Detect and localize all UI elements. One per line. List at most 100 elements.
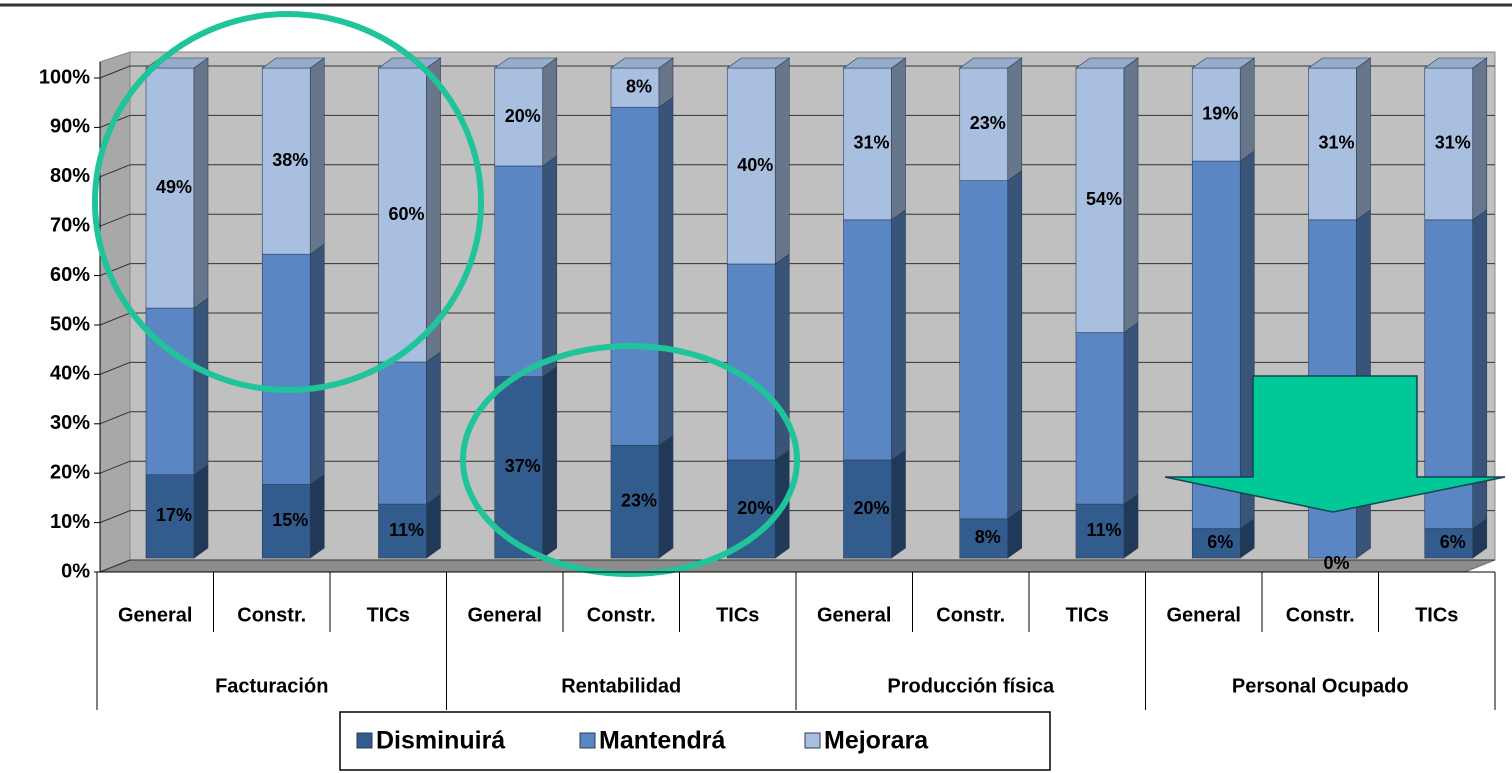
bar-segment	[1424, 67, 1474, 221]
data-label: 8%	[626, 76, 652, 96]
grid-line-side	[99, 65, 131, 79]
category-axis: General Constr. TICs General Constr. TICs Gene…	[96, 571, 1496, 710]
bar-side	[1123, 493, 1139, 559]
grid-line-side	[99, 312, 131, 326]
y-tick-label: 40%	[50, 363, 90, 385]
legend-box	[339, 711, 1051, 771]
bars	[145, 57, 1488, 559]
x-tick-label: General	[118, 604, 192, 626]
grid-line-side	[99, 164, 131, 178]
bar-segment	[494, 376, 544, 559]
bar-top	[958, 57, 1023, 69]
highlight-circle	[460, 343, 800, 577]
data-label: 15%	[272, 510, 308, 530]
bar-side	[1239, 57, 1255, 162]
y-tick-label: 60%	[50, 264, 90, 286]
x-tick-label: Constr.	[1286, 604, 1355, 626]
group-label: Rentabilidad	[561, 675, 681, 697]
data-label: 23%	[621, 490, 657, 510]
x-tick-label: TICs	[1066, 604, 1109, 626]
x-tick-label: General	[817, 604, 891, 626]
x-tick-label: TICs	[367, 604, 410, 626]
data-label: 11%	[1086, 520, 1121, 540]
bar-side	[1239, 150, 1255, 530]
bar-side	[774, 57, 790, 265]
bar-segment	[610, 444, 660, 559]
labels: 0% 10% 20% 30% 40% 50% 60% 70% 80% 90% 100% 17% 49% 1…	[39, 66, 1471, 582]
bar-segment	[1191, 160, 1241, 529]
x-tick-label: General	[1167, 604, 1241, 626]
bar-segment	[378, 361, 427, 505]
bar-segment	[378, 503, 427, 559]
data-label: 23%	[970, 113, 1006, 133]
bar-side	[193, 57, 209, 309]
y-tick-label: 90%	[50, 116, 90, 138]
x-tick-label: TICs	[716, 604, 759, 626]
data-label: 37%	[505, 456, 541, 476]
y-tick-label: 100%	[39, 66, 90, 88]
legend-label: Disminuirá	[376, 727, 505, 755]
bar-segment	[843, 459, 892, 559]
y-tick-label: 50%	[50, 313, 90, 335]
grid-line-side	[99, 559, 131, 573]
bar-side	[1123, 322, 1139, 505]
grid-line-side	[99, 460, 131, 474]
bar-segment	[1308, 67, 1357, 221]
bar-top	[1307, 57, 1372, 69]
legend-swatch	[579, 732, 596, 749]
data-label: 8%	[975, 527, 1001, 547]
data-label: 20%	[853, 498, 889, 518]
bar-side	[426, 351, 441, 505]
bar-segment	[610, 106, 660, 446]
bar-side	[193, 297, 209, 476]
bar-side	[774, 253, 790, 461]
bar-segment	[959, 67, 1009, 181]
bar-top	[610, 57, 674, 69]
bar-segment	[261, 67, 311, 255]
highlight-circle	[92, 11, 484, 393]
bar-side	[309, 473, 325, 559]
y-tick-label: 20%	[50, 461, 90, 483]
group-label: Facturación	[215, 675, 328, 697]
bar-segment	[1075, 503, 1125, 559]
bar-side	[658, 96, 674, 446]
data-label: 60%	[388, 204, 424, 224]
bar-side	[1472, 57, 1488, 221]
legend-swatch	[356, 732, 373, 749]
bar-side	[1123, 57, 1139, 334]
y-tick-label: 10%	[50, 511, 90, 533]
bar-side	[426, 493, 441, 559]
data-label: 54%	[1086, 189, 1122, 209]
bar-segment	[610, 67, 660, 108]
data-label: 31%	[1318, 133, 1354, 153]
arrow	[1164, 375, 1506, 513]
data-label: 11%	[389, 520, 424, 540]
bar-segment	[145, 67, 195, 309]
data-label: 6%	[1440, 532, 1466, 552]
plot-walls	[99, 51, 1496, 573]
grid-line-side	[99, 263, 131, 277]
bar-side	[542, 57, 558, 167]
y-tick-label: 80%	[50, 165, 90, 187]
bar-side	[309, 243, 325, 486]
bar-segment	[1424, 528, 1474, 559]
bar-segment	[726, 67, 776, 265]
bar-side	[309, 57, 325, 255]
grid-line-side	[99, 411, 131, 425]
data-label: 6%	[1207, 532, 1233, 552]
data-label: 38%	[272, 150, 308, 170]
legend: Disminuirá Mantendrá Mejorara	[356, 727, 929, 755]
bar-side	[891, 209, 906, 461]
annotations	[92, 11, 1506, 577]
data-label: 31%	[1435, 133, 1471, 153]
group-label: Personal Ocupado	[1232, 675, 1409, 697]
bar-top	[493, 57, 558, 69]
x-tick-label: Constr.	[587, 604, 656, 626]
bar-top	[1075, 57, 1139, 69]
bar-side	[658, 434, 674, 559]
bar-segment	[959, 518, 1009, 559]
grid-line-side	[99, 213, 131, 227]
data-label: 17%	[156, 505, 192, 525]
data-label: 40%	[737, 155, 773, 175]
group-label: Producción física	[887, 675, 1055, 697]
